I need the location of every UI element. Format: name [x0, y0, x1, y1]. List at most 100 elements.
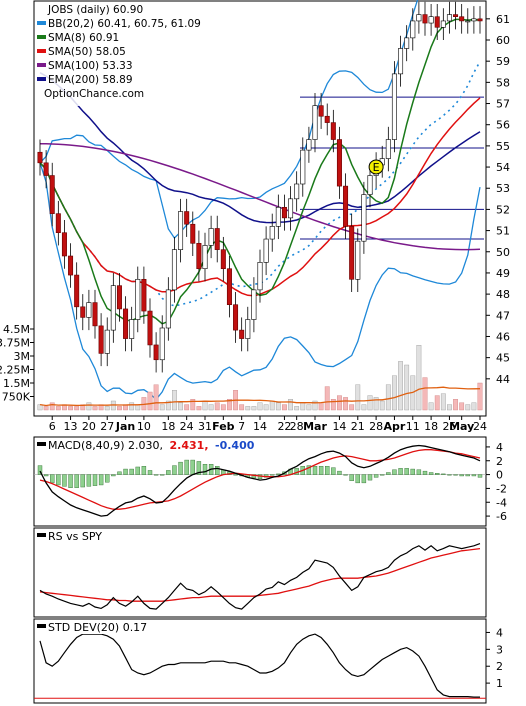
date-label-0: 6: [49, 420, 56, 433]
date-label-16: 21: [351, 420, 365, 433]
volume-bar-51: [349, 404, 355, 411]
macd-hist-bar-72: [477, 474, 483, 478]
volume-bar-1: [43, 406, 49, 411]
candle-body-12: [110, 285, 116, 331]
macd-hist-bar-63: [422, 470, 428, 475]
sma100-line: [40, 143, 481, 251]
volume-bar-70: [465, 404, 471, 411]
candle-body-59: [398, 48, 404, 75]
macd-hist-bar-67: [447, 474, 452, 476]
rs-plot: [39, 543, 481, 610]
candle-body-7: [80, 306, 86, 318]
macd-hist-bar-45: [312, 466, 318, 475]
macd-hist-bar-53: [361, 474, 367, 484]
volume-bar-26: [196, 406, 202, 411]
candle-body-32: [233, 304, 239, 331]
candle-body-70: [465, 20, 471, 23]
macd-hist-bar-6: [74, 474, 79, 488]
macd-hist-bar-21: [166, 470, 171, 475]
date-label-6: 18: [161, 420, 175, 433]
volume-bar-3: [55, 406, 61, 411]
candle-body-2: [49, 175, 55, 214]
legend-background: [35, 2, 155, 106]
macd-hist-bar-54: [367, 474, 373, 481]
price-tick-label-12: 56: [496, 119, 510, 132]
volume-bar-42: [294, 406, 300, 411]
macd-hist-bar-8: [86, 474, 92, 487]
candle-body-24: [184, 211, 190, 225]
candle-body-4: [61, 232, 67, 257]
date-label-8: 31: [198, 420, 212, 433]
std-line: [39, 633, 480, 698]
date-label-2: 20: [82, 420, 96, 433]
volume-bar-62: [416, 345, 422, 411]
volume-bar-44: [306, 404, 312, 411]
candle-body-36: [257, 262, 263, 291]
candle-body-48: [330, 122, 336, 140]
ema200-line: [39, 72, 481, 224]
candle-body-25: [190, 223, 196, 244]
rs-title-swatch: [37, 533, 46, 537]
macd-hist-bar-60: [404, 468, 409, 475]
volume-bar-30: [220, 404, 226, 411]
candle-body-40: [281, 206, 287, 219]
price-tick-label-9: 53: [496, 182, 510, 195]
candle-body-14: [123, 308, 129, 339]
candle-body-51: [349, 226, 355, 280]
candle-body-10: [98, 325, 104, 354]
macd-hist-bar-32: [233, 474, 238, 476]
volume-bar-69: [459, 402, 465, 411]
legend-sma8: SMA(8) 60.91: [48, 32, 119, 44]
candle-body-49: [336, 139, 342, 187]
volume-bar-46: [318, 402, 324, 411]
candle-body-67: [446, 14, 452, 22]
date-label-9: Feb: [212, 420, 235, 433]
candle-body-33: [239, 329, 245, 339]
volume-bar-36: [257, 402, 263, 411]
macd-hist-bar-0: [37, 465, 43, 475]
candle-body-50: [343, 185, 349, 227]
macd-title-value: MACD(8,40,9) 2.030,: [48, 439, 163, 452]
volume-bar-24: [184, 404, 190, 411]
volume-tick-label-3: 2.25M: [0, 364, 30, 377]
candle-body-6: [74, 274, 80, 308]
volume-bar-40: [282, 404, 287, 411]
macd-hist-bar-48: [331, 467, 336, 475]
volume-tick-label-4: 1.5M: [3, 377, 30, 390]
volume-bar-28: [208, 404, 214, 411]
macd-hist-bar-56: [380, 474, 385, 476]
volume-bar-22: [172, 390, 177, 411]
date-label-13: 28: [290, 420, 304, 433]
volume-bar-66: [440, 393, 446, 411]
price-tick-label-11: 55: [496, 140, 510, 153]
volume-bar-9: [92, 406, 98, 411]
volume-bar-47: [324, 386, 330, 411]
candle-body-9: [92, 302, 98, 327]
volume-bar-7: [80, 404, 86, 411]
volume-bar-20: [159, 404, 165, 411]
candle-body-22: [171, 249, 177, 291]
macd-hist-bar-18: [147, 470, 153, 475]
volume-bar-50: [343, 397, 348, 411]
macd-tick-label-5: -6: [496, 510, 507, 523]
candle-body-69: [459, 16, 465, 22]
candle-body-37: [263, 238, 269, 263]
candle-body-27: [202, 245, 208, 270]
std-tick-label-3: 1: [496, 677, 503, 690]
macd-hist-bar-2: [50, 474, 55, 484]
std-title-swatch: [37, 624, 46, 628]
date-label-7: 24: [180, 420, 194, 433]
macd-title-swatch: [37, 442, 46, 446]
volume-bar-15: [129, 402, 135, 411]
volume-bar-19: [153, 384, 159, 411]
earnings-marker-label: E: [373, 161, 380, 174]
volume-bar-55: [373, 397, 379, 411]
volume-tick-label-5: 750K: [2, 391, 31, 404]
macd-signal-line: [39, 449, 481, 510]
macd-title-signal: 2.431,: [170, 439, 209, 452]
candle-body-54: [367, 175, 373, 195]
macd-hist-bar-13: [117, 471, 122, 475]
volume-bar-21: [165, 400, 171, 411]
candle-body-0: [37, 151, 43, 164]
macd-hist-bar-7: [80, 474, 85, 488]
